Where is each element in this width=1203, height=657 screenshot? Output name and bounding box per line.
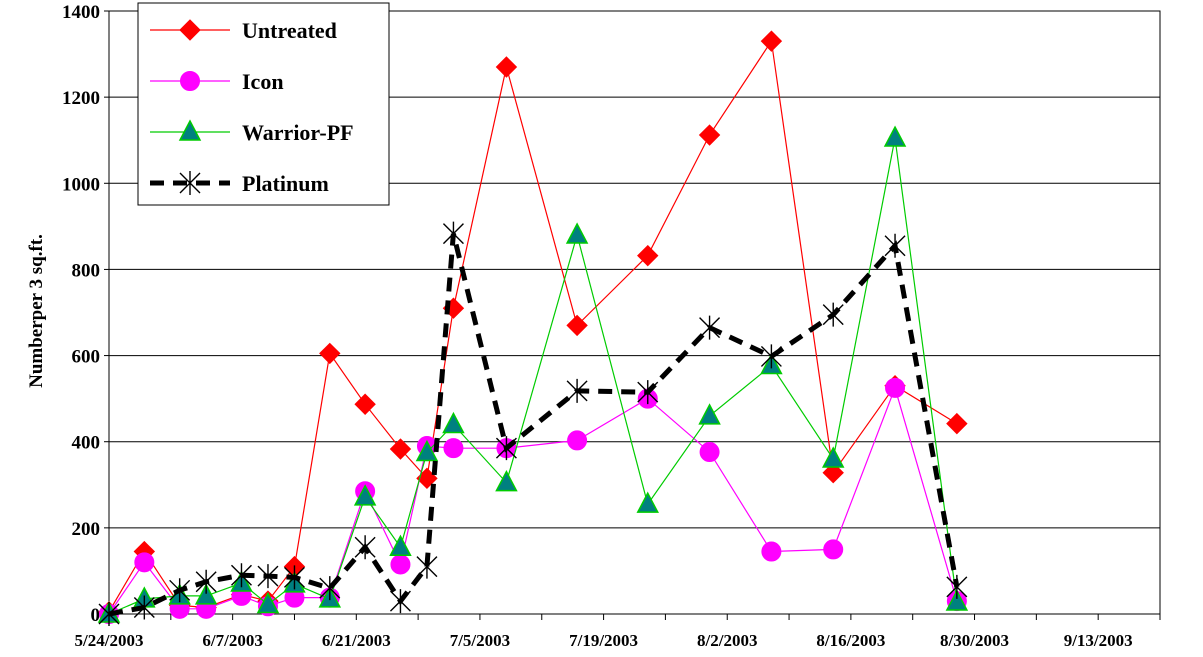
data-point-warrior-pf — [256, 591, 280, 614]
legend-label: Platinum — [242, 171, 329, 196]
y-tick-label: 1400 — [62, 2, 100, 23]
x-tick-label: 5/24/2003 — [75, 631, 144, 650]
legend-marker — [178, 119, 202, 141]
data-point-platinum — [495, 436, 517, 461]
data-point-warrior-pf — [565, 222, 589, 244]
series-platinum — [98, 221, 968, 626]
y-tick-label: 600 — [72, 347, 101, 368]
data-point-platinum — [98, 602, 120, 626]
legend-marker — [179, 19, 201, 41]
data-point-icon — [761, 541, 782, 562]
data-point-icon — [443, 438, 464, 459]
legend-label: Warrior-PF — [242, 120, 354, 145]
y-tick-label: 800 — [72, 260, 101, 281]
data-point-platinum — [566, 378, 588, 403]
series-icon — [99, 377, 967, 624]
data-point-untreated — [637, 244, 659, 267]
data-point-platinum — [699, 315, 721, 340]
data-point-platinum — [946, 574, 968, 599]
x-tick-label: 8/16/2003 — [816, 631, 885, 650]
data-point-warrior-pf — [821, 446, 845, 468]
data-point-untreated — [389, 438, 412, 460]
data-point-icon — [567, 430, 588, 451]
data-point-platinum — [884, 233, 906, 258]
data-point-platinum — [257, 564, 279, 589]
data-point-platinum — [416, 554, 438, 579]
data-point-icon — [134, 552, 155, 573]
legend: Untreated Icon Warrior-PF Platinum — [137, 2, 390, 206]
data-point-warrior-pf — [636, 491, 659, 513]
data-point-platinum — [822, 302, 844, 327]
y-axis: 0 200 400 600 800 1000 1200 1400 — [62, 2, 109, 626]
data-point-platinum — [230, 563, 252, 588]
data-point-platinum — [169, 578, 191, 603]
legend-entry-untreated: Untreated — [150, 18, 337, 43]
data-point-warrior-pf — [883, 125, 907, 147]
x-tick-label: 7/19/2003 — [569, 631, 638, 650]
x-tick-label: 6/21/2003 — [322, 631, 391, 650]
data-point-warrior-pf — [442, 411, 465, 434]
data-point-platinum — [354, 535, 376, 560]
x-tick-label: 6/7/2003 — [202, 631, 262, 650]
legend-label: Untreated — [242, 18, 337, 43]
data-point-untreated — [760, 30, 783, 52]
series-group — [97, 30, 969, 626]
legend-marker — [180, 71, 200, 91]
data-point-warrior-pf — [495, 470, 518, 492]
y-tick-label: 0 — [91, 605, 101, 626]
series-line-platinum — [108, 233, 960, 617]
data-point-warrior-pf — [945, 589, 969, 611]
data-point-untreated — [319, 342, 341, 365]
plot-frame — [108, 10, 1161, 615]
data-point-warrior-pf — [415, 439, 439, 462]
x-tick-label: 7/5/2003 — [450, 631, 510, 650]
data-point-icon — [823, 539, 844, 560]
data-point-untreated — [495, 56, 518, 78]
data-point-platinum — [195, 569, 217, 594]
legend-label: Icon — [242, 69, 284, 94]
data-point-warrior-pf — [194, 583, 218, 605]
legend-entry-icon: Icon — [150, 69, 284, 94]
legend-entry-warrior-pf: Warrior-PF — [150, 119, 354, 145]
x-tick-label: 9/13/2003 — [1064, 631, 1133, 650]
x-tick-label: 8/30/2003 — [940, 631, 1009, 650]
data-point-untreated — [822, 462, 844, 484]
data-point-warrior-pf — [353, 484, 377, 506]
data-point-platinum — [319, 576, 341, 601]
data-point-untreated — [566, 314, 588, 337]
data-point-untreated — [698, 124, 721, 146]
data-point-untreated — [946, 412, 968, 435]
data-point-warrior-pf — [389, 534, 412, 556]
y-tick-label: 200 — [72, 519, 101, 540]
y-tick-label: 400 — [72, 433, 101, 454]
data-point-platinum — [442, 221, 464, 246]
x-tick-label: 8/2/2003 — [697, 631, 757, 650]
data-point-platinum — [637, 380, 659, 405]
legend-entry-platinum: Platinum — [150, 171, 329, 196]
data-point-platinum — [283, 565, 305, 590]
data-point-platinum — [133, 595, 155, 620]
legend-marker — [179, 171, 201, 195]
y-axis-label: Numberper 3 sq.ft. — [26, 234, 47, 388]
y-tick-label: 1000 — [62, 174, 100, 195]
data-point-untreated — [354, 393, 376, 415]
data-point-icon — [390, 554, 411, 575]
data-point-platinum — [760, 344, 782, 369]
legend-box — [137, 2, 390, 206]
data-point-platinum — [389, 589, 411, 614]
y-tick-label: 1200 — [62, 88, 100, 109]
data-point-icon — [885, 377, 906, 398]
data-point-warrior-pf — [698, 403, 721, 425]
data-point-icon — [699, 442, 720, 463]
x-axis: 5/24/2003 6/7/2003 6/21/2003 7/5/2003 7/19/2… — [75, 614, 1161, 650]
